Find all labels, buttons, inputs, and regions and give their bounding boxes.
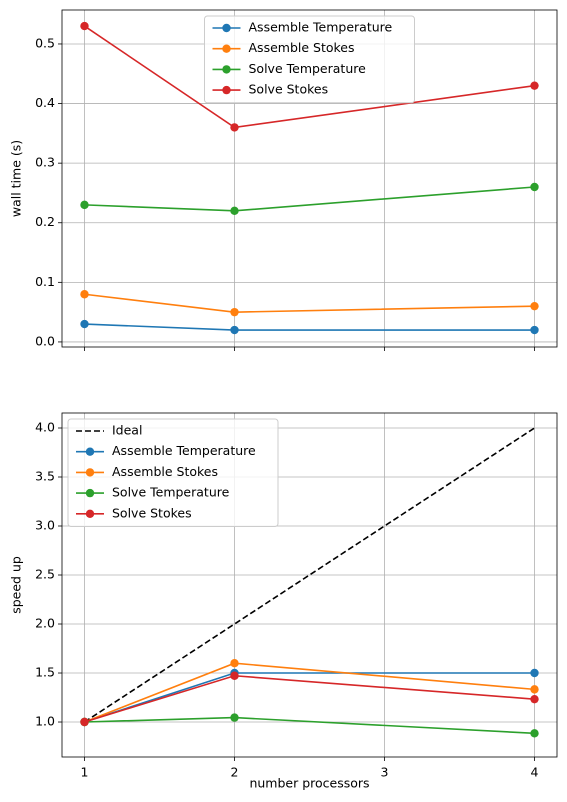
- data-point: [530, 694, 539, 704]
- legend-marker: [85, 509, 95, 518]
- data-point: [80, 290, 89, 299]
- legend-marker: [85, 488, 95, 498]
- data-point: [230, 206, 239, 216]
- legend-marker: [222, 44, 231, 53]
- data-point: [230, 123, 239, 132]
- x-tick-label: 2: [231, 765, 239, 780]
- legend-label: Ideal: [112, 423, 142, 438]
- y-tick-label: 0.5: [35, 35, 55, 50]
- y-tick-label: 1.0: [35, 714, 55, 729]
- legend-marker: [222, 85, 231, 95]
- x-tick-label: 1: [81, 765, 89, 780]
- series-line: [84, 186, 535, 212]
- data-point: [230, 671, 239, 680]
- data-point: [530, 729, 539, 738]
- y-axis-label: wall time (s): [9, 140, 24, 217]
- data-point: [530, 685, 539, 694]
- data-point: [530, 325, 539, 335]
- y-tick-label: 0.4: [35, 95, 55, 110]
- y-tick-label: 0.0: [35, 333, 55, 348]
- legend-marker: [85, 447, 95, 456]
- data-point: [230, 713, 239, 722]
- axes-frame: [61, 412, 558, 758]
- y-tick-label: 2.0: [35, 616, 55, 631]
- series-line: [84, 293, 535, 313]
- series-line: [84, 662, 535, 723]
- data-point: [80, 319, 89, 329]
- y-tick-label: 0.2: [35, 214, 55, 229]
- data-point: [230, 325, 239, 335]
- series-line: [84, 427, 535, 723]
- data-point: [530, 81, 539, 90]
- data-point: [530, 182, 539, 192]
- legend-marker: [85, 468, 95, 477]
- legend: Ideal Assemble Temperature Assemble Stokes…: [67, 418, 279, 527]
- legend-label: Assemble Temperature: [249, 20, 393, 35]
- legend-marker: [222, 65, 231, 74]
- legend-label: Assemble Stokes: [112, 464, 218, 479]
- legend-marker: [222, 23, 231, 33]
- y-tick-label: 1.5: [35, 665, 55, 680]
- legend-label: Solve Temperature: [112, 485, 230, 500]
- legend-frame: [204, 15, 415, 104]
- y-tick-label: 0.1: [35, 274, 55, 289]
- legend: Assemble Temperature Assemble Stokes Solve…: [204, 15, 415, 104]
- data-point: [80, 21, 89, 31]
- data-point: [80, 200, 89, 210]
- series-line: [84, 323, 535, 331]
- legend-frame: [67, 418, 279, 527]
- y-tick-label: 2.5: [35, 567, 55, 582]
- x-axis-label: number processors: [249, 776, 369, 791]
- series-line: [84, 716, 535, 735]
- legend-label: Solve Stokes: [112, 505, 192, 520]
- y-axis-label: speed up: [9, 556, 24, 614]
- series-line: [84, 672, 535, 723]
- legend-label: Assemble Stokes: [249, 40, 355, 55]
- legend-label: Solve Temperature: [249, 61, 367, 76]
- data-point: [530, 301, 539, 311]
- axes-frame: [61, 9, 558, 348]
- x-tick-label: 3: [381, 765, 389, 780]
- y-tick-label: 3.0: [35, 518, 55, 533]
- y-tick-label: 0.3: [35, 155, 55, 170]
- legend-label: Solve Stokes: [249, 82, 329, 97]
- data-point: [230, 307, 239, 317]
- legend-label: Assemble Temperature: [112, 443, 256, 458]
- x-tick-label: 4: [531, 765, 539, 780]
- data-point: [530, 668, 539, 678]
- y-tick-label: 4.0: [35, 419, 55, 434]
- data-point: [230, 659, 239, 668]
- y-tick-label: 3.5: [35, 468, 55, 483]
- data-point: [80, 717, 89, 727]
